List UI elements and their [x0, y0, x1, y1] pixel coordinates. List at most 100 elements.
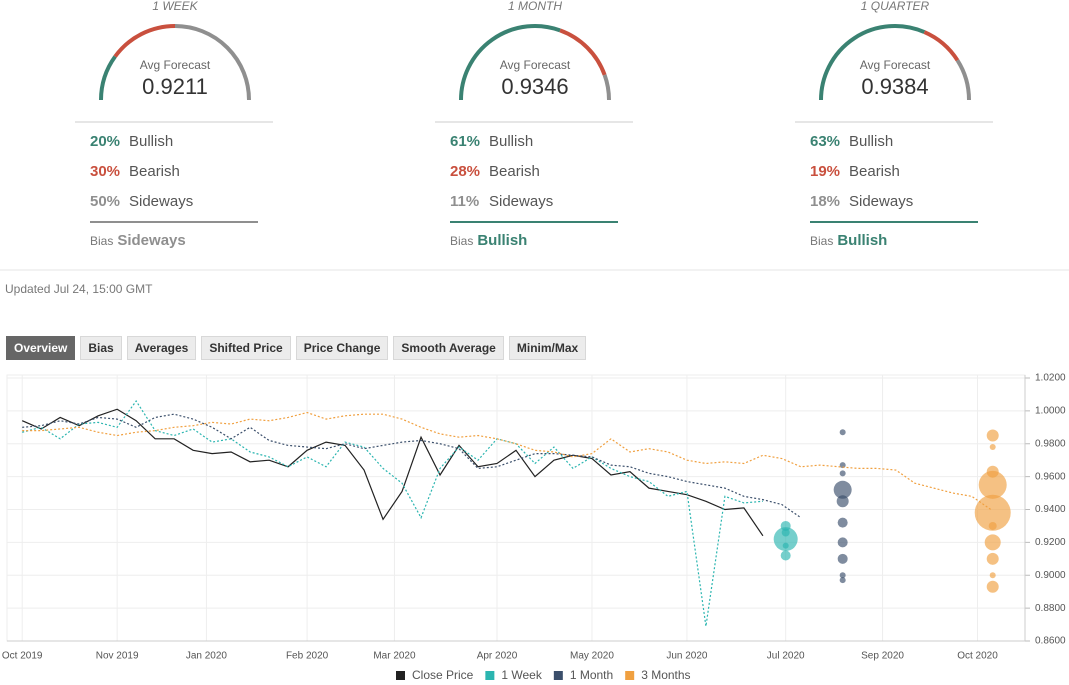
avg-value: 0.9211 [142, 74, 208, 99]
x-tick-label: Nov 2019 [96, 651, 139, 662]
forecast-bubble [773, 527, 798, 552]
period: 1 MONTH [508, 0, 562, 13]
legend-label: 3 Months [641, 668, 690, 682]
y-tick-label: 0.9000 [1035, 570, 1066, 581]
row-percent: 19% [810, 163, 840, 180]
tab[interactable]: Averages [126, 336, 197, 360]
avg-label: Avg Forecast [500, 58, 571, 72]
forecast-bubble [839, 470, 846, 477]
tab[interactable]: Shifted Price [201, 336, 291, 360]
gauge-segment [99, 55, 117, 101]
y-tick-label: 0.9200 [1035, 537, 1066, 548]
tab[interactable]: Bias [80, 336, 122, 360]
y-tick-label: 0.8800 [1035, 603, 1066, 614]
forecast-bubble [780, 550, 791, 561]
plot-area [6, 374, 1026, 642]
x-tick-label: Sep 2020 [861, 651, 904, 662]
row-label: Bearish [849, 163, 900, 180]
y-tick-label: 1.0000 [1035, 406, 1066, 417]
x-tick-label: Jan 2020 [186, 651, 228, 662]
legend-label: 1 Week [501, 668, 542, 682]
bias-label: Bias [450, 234, 473, 248]
forecast-bubble [986, 580, 999, 593]
y-tick-label: 0.9800 [1035, 438, 1066, 449]
tab[interactable]: Price Change [295, 336, 389, 360]
x-tick-label: Jun 2020 [666, 651, 708, 662]
x-tick-label: Feb 2020 [286, 651, 329, 662]
series-line [22, 411, 992, 510]
bias-value: Bullish [477, 232, 527, 249]
legend-swatch [396, 671, 405, 680]
bias-label: Bias [810, 234, 833, 248]
tab[interactable]: Smooth Average [393, 336, 504, 360]
gauge-segment [955, 59, 971, 101]
forecast-bubble [978, 470, 1007, 499]
row-label: Sideways [849, 193, 913, 210]
legend-swatch [485, 671, 495, 680]
series-line [22, 399, 763, 627]
forecast-bubble [989, 444, 996, 451]
forecast-bubble [837, 553, 848, 564]
forecast-bubble [839, 572, 846, 579]
avg-label: Avg Forecast [860, 58, 931, 72]
row-percent: 61% [450, 133, 480, 150]
forecast-bubble [836, 495, 849, 508]
avg-value: 0.9346 [501, 74, 568, 99]
row-percent: 28% [450, 163, 480, 180]
gauge-segment [559, 28, 607, 76]
row-label: Bearish [489, 163, 540, 180]
updated: Updated Jul 24, 15:00 GMT [5, 282, 153, 296]
avg-value: 0.9384 [861, 74, 928, 99]
tab-bar: Overview Bias Averages Shifted Price Price C… [6, 336, 587, 360]
forecast-bubble [839, 577, 846, 584]
x-tick-label: Jul 2020 [767, 651, 805, 662]
legend-swatch [625, 671, 635, 680]
gauge-segment [923, 30, 960, 62]
x-tick-label: May 2020 [570, 651, 614, 662]
forecast-bubble [839, 462, 846, 469]
forecast-bubble [986, 552, 999, 565]
row-label: Sideways [489, 193, 553, 210]
row-label: Bullish [849, 133, 893, 150]
y-tick-label: 0.8600 [1035, 636, 1066, 647]
legend-swatch [553, 671, 563, 680]
x-tick-label: Mar 2020 [373, 651, 416, 662]
gauge-segment [602, 74, 611, 101]
avg-label: Avg Forecast [140, 58, 211, 72]
row-percent: 18% [810, 193, 840, 210]
forecast-bubble [989, 572, 996, 579]
gauge-segment [819, 24, 926, 101]
y-tick-label: 1.0200 [1035, 373, 1066, 384]
bias-value: Sideways [117, 232, 185, 249]
y-tick-label: 0.9600 [1035, 471, 1066, 482]
x-tick-label: Oct 2020 [957, 651, 998, 662]
legend-label: Close Price [412, 668, 474, 682]
bias-label: Bias [90, 234, 113, 248]
forecast-bubble [986, 429, 999, 442]
row-label: Bullish [489, 133, 533, 150]
series-line [21, 408, 764, 537]
row-label: Bullish [129, 133, 173, 150]
x-tick-label: Oct 2019 [2, 651, 43, 662]
forecast-bubble [833, 480, 852, 499]
forecast-bubble [839, 429, 846, 436]
period: 1 QUARTER [861, 0, 930, 13]
tab[interactable]: Minim/Max [508, 336, 587, 360]
forecast-bubble [837, 517, 848, 528]
forecast-bubble [988, 521, 997, 530]
gauge-segment [113, 24, 176, 58]
row-percent: 50% [90, 193, 120, 210]
forecast-bubble [984, 534, 1001, 551]
series-line [22, 413, 802, 519]
row-percent: 11% [450, 193, 479, 210]
y-tick-label: 0.9400 [1035, 504, 1066, 515]
forecast-bubble [781, 528, 790, 537]
x-tick-label: Apr 2020 [477, 651, 518, 662]
gauge-segment [459, 24, 561, 101]
tab[interactable]: Overview [6, 336, 76, 360]
row-percent: 30% [90, 163, 120, 180]
row-percent: 63% [810, 133, 840, 150]
gauge-segment [174, 24, 251, 101]
